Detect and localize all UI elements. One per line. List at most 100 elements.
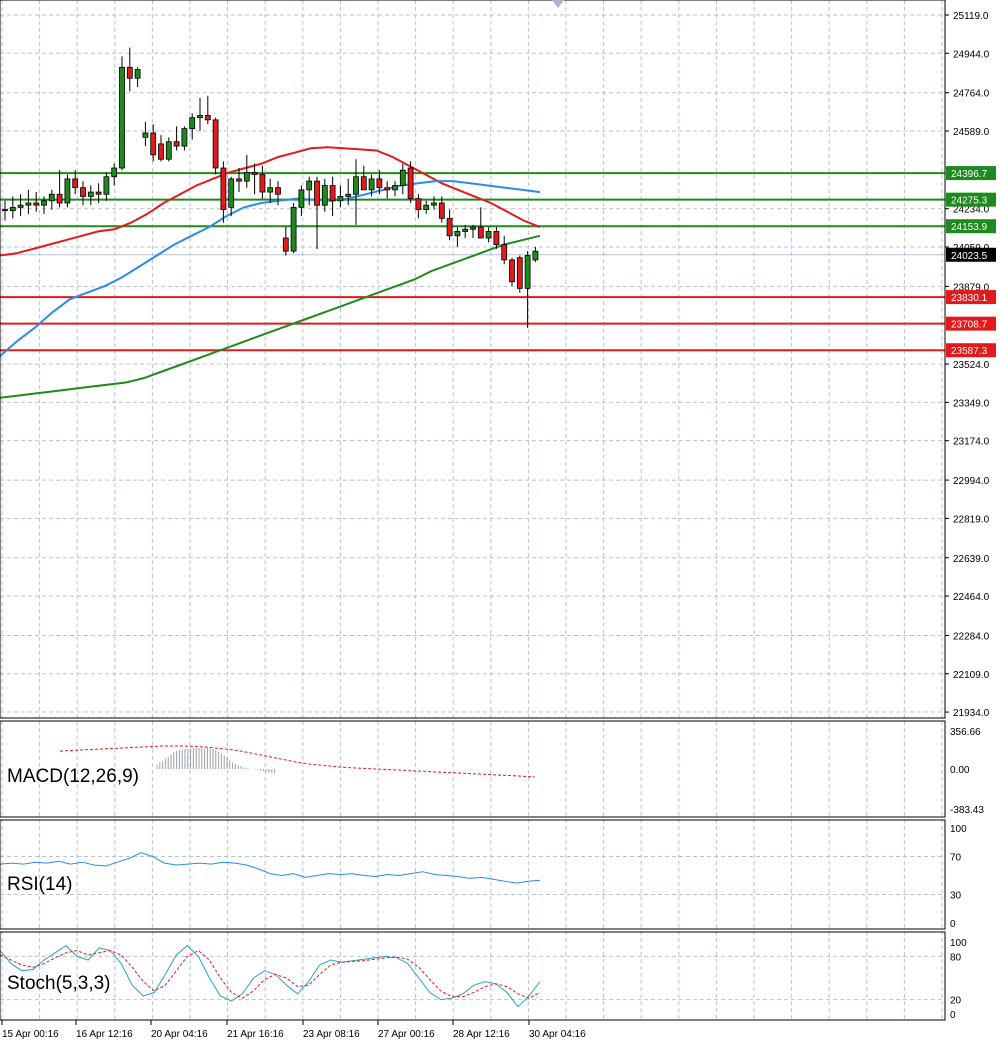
y-tick-label: 23174.0 <box>953 437 990 448</box>
candle-body <box>220 167 227 210</box>
candle-body <box>493 231 500 245</box>
candle-body <box>204 115 211 121</box>
candle-body <box>446 217 453 237</box>
candle-body <box>524 255 531 289</box>
stoch-pane-frame <box>0 931 946 1021</box>
candle-body <box>87 191 94 197</box>
stoch-tick-label: 20 <box>950 996 962 1007</box>
stoch-pane: 100 80 20 0 <box>0 938 967 1021</box>
support-level-tag <box>946 316 996 331</box>
resistance-level-tag <box>946 219 996 234</box>
resistance-level-tag-label: 24153.9 <box>951 222 988 233</box>
candle-body <box>516 257 523 289</box>
candle-body <box>189 117 196 129</box>
resistance-level-tag <box>946 166 996 181</box>
candle-body <box>399 169 406 186</box>
macd-pane-frame <box>0 720 946 818</box>
stoch-signal-line <box>0 950 541 999</box>
scroll-marker-icon[interactable] <box>552 0 564 8</box>
support-resistance-lines <box>0 172 945 352</box>
stoch-tick-label: 100 <box>950 938 967 949</box>
y-tick-label: 24589.0 <box>953 127 990 138</box>
candle-body <box>236 178 242 182</box>
current-price-tag <box>946 247 996 262</box>
candle-body <box>298 189 305 208</box>
moving-average-line <box>0 234 541 399</box>
rsi-tick-label: 30 <box>950 891 962 902</box>
candle-body <box>181 128 188 147</box>
x-tick-label: 27 Apr 00:16 <box>378 1029 435 1040</box>
candle-body <box>501 244 508 261</box>
candle-body <box>470 226 476 230</box>
y-tick-label: 22994.0 <box>953 476 990 487</box>
grid-lines <box>0 0 945 1020</box>
candle-body <box>337 196 344 202</box>
candle-body <box>290 206 297 252</box>
candle-body <box>126 66 133 79</box>
candle-body <box>243 171 250 182</box>
candle-body <box>95 191 102 195</box>
rsi-label: RSI(14) <box>7 874 72 895</box>
candle-body <box>142 132 149 138</box>
candle-body <box>532 250 539 261</box>
candle-body <box>485 231 492 239</box>
candle-body <box>306 180 313 191</box>
candle-body <box>509 259 515 283</box>
candle-body <box>259 174 266 193</box>
candle-body <box>103 176 110 195</box>
macd-tick-label: -383.43 <box>950 805 984 816</box>
support-level-tag-label: 23830.1 <box>951 293 988 304</box>
candle-body <box>9 206 16 212</box>
resistance-level-tag-label: 24275.3 <box>951 196 988 207</box>
candle-body <box>368 178 375 191</box>
y-tick-label: 22819.0 <box>953 514 990 525</box>
candle-body <box>2 209 8 212</box>
x-tick-label: 23 Apr 08:16 <box>303 1029 360 1040</box>
candle-body <box>150 132 157 156</box>
macd-pane: 356.66 0.00 -383.43 <box>59 727 984 816</box>
candle-body <box>267 187 274 193</box>
time-axis: 15 Apr 00:16 16 Apr 12:16 20 Apr 04:16 21 A… <box>1 1020 586 1040</box>
resistance-level-tag-label: 24396.7 <box>951 169 988 180</box>
candle-body <box>48 193 55 202</box>
resistance-level-tag <box>946 192 996 207</box>
candle-body <box>119 66 125 169</box>
rsi-line <box>0 852 541 884</box>
x-tick-label: 15 Apr 00:16 <box>2 1029 59 1040</box>
y-tick-label: 22464.0 <box>953 592 990 603</box>
candle-body <box>329 185 336 202</box>
candle-body <box>454 231 461 237</box>
x-tick-label: 21 Apr 16:16 <box>227 1029 284 1040</box>
support-level-tag-label: 23587.3 <box>951 346 988 357</box>
macd-tick-label: 356.66 <box>950 727 981 738</box>
macd-tick-label: 0.00 <box>950 765 970 776</box>
price-pane-frame <box>0 0 946 719</box>
candle-body <box>321 185 328 206</box>
macd-label: MACD(12,26,9) <box>7 766 139 787</box>
y-tick-label: 22284.0 <box>953 631 990 642</box>
candle-body <box>72 178 79 189</box>
y-tick-label: 21934.0 <box>953 708 990 719</box>
pane-frames <box>0 0 946 1021</box>
rsi-tick-label: 70 <box>950 853 962 864</box>
x-tick-label: 16 Apr 12:16 <box>76 1029 133 1040</box>
y-tick-label: 23349.0 <box>953 398 990 409</box>
candle-body <box>41 200 47 206</box>
candle-body <box>197 115 203 119</box>
candle-body <box>251 171 258 175</box>
y-tick-label: 24944.0 <box>953 49 990 60</box>
rsi-pane: 100 70 30 0 <box>0 824 967 930</box>
support-level-tag <box>946 290 996 305</box>
candle-body <box>282 237 289 252</box>
candle-body <box>158 143 164 160</box>
candle-body <box>376 178 383 189</box>
macd-signal-line <box>59 745 535 778</box>
candle-body <box>56 193 63 204</box>
price-axis: 25119.024944.024764.024589.024234.024059… <box>945 11 990 719</box>
candle-body <box>477 226 484 239</box>
candle-body <box>314 180 320 206</box>
support-level-tag-label: 23708.7 <box>951 320 988 331</box>
y-tick-label: 23524.0 <box>953 360 990 371</box>
y-tick-label: 24764.0 <box>953 89 990 100</box>
